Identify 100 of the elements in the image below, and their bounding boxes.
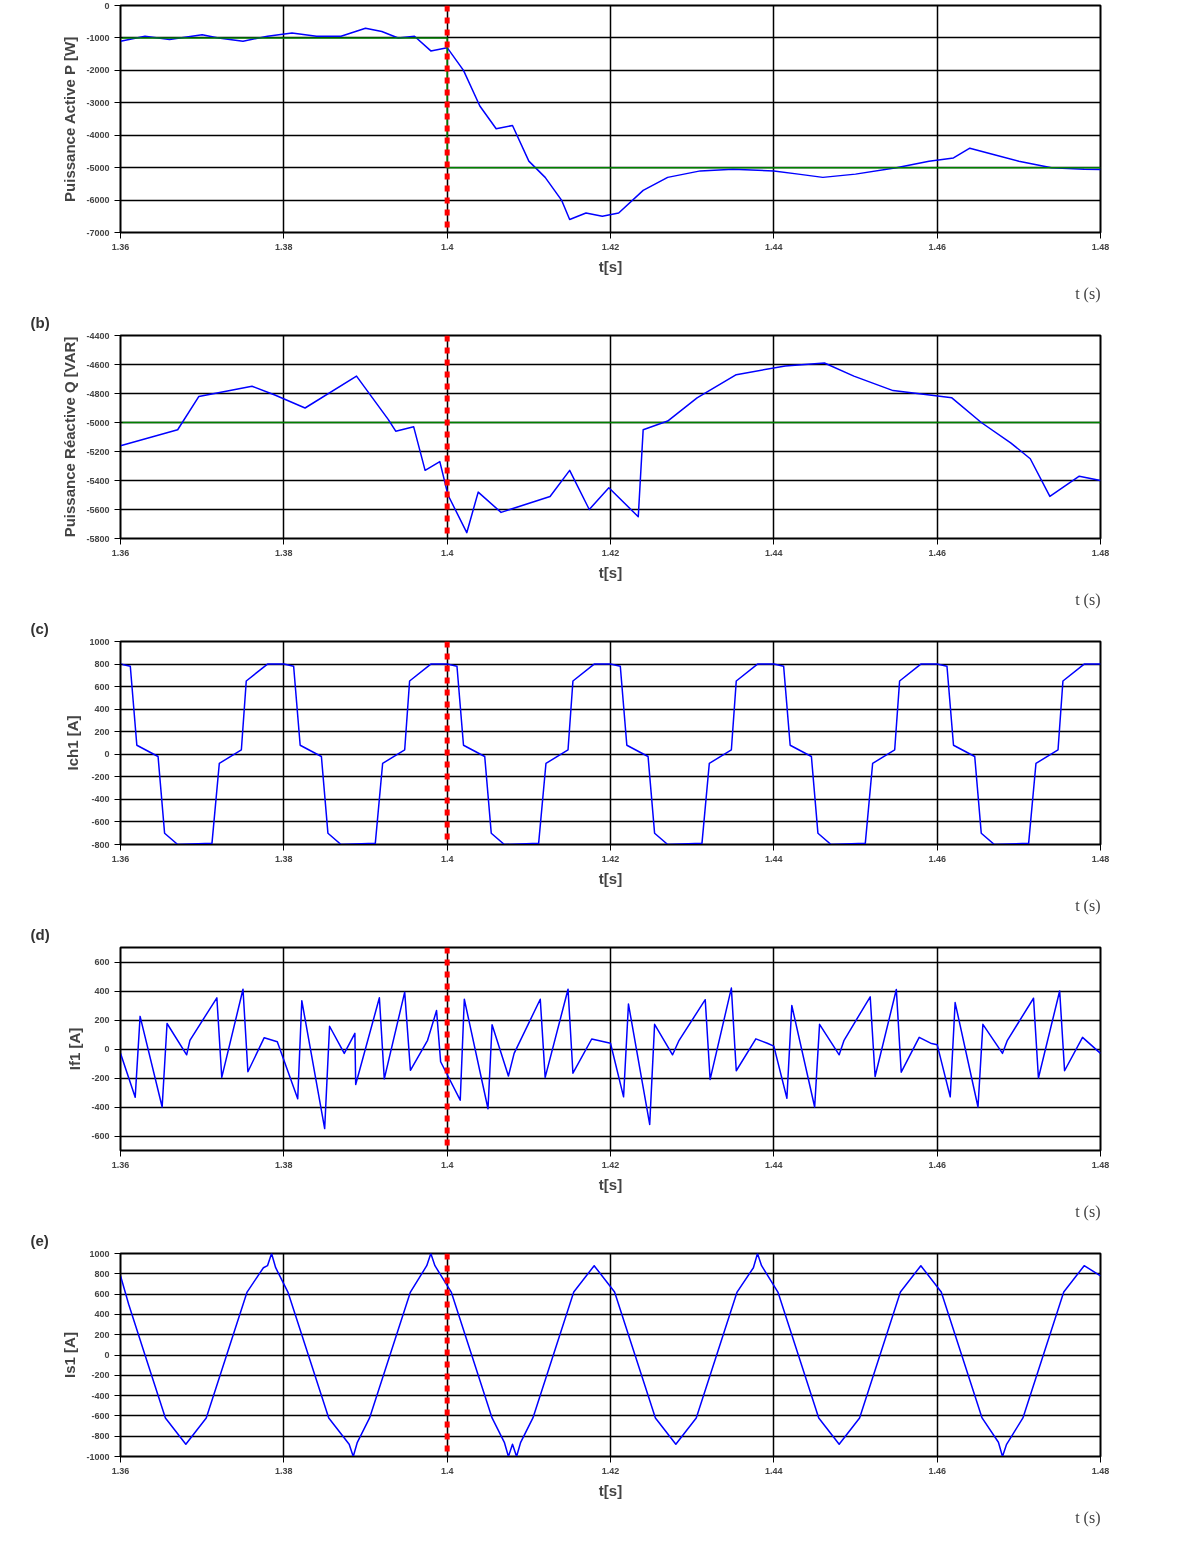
y-tick-label: -4800: [86, 388, 110, 399]
x-tick-label: 1.42: [601, 1465, 620, 1476]
chart-title: (d): [30, 925, 50, 943]
x-tick-label: 1.46: [928, 853, 946, 864]
x-tick-label: 1.44: [765, 853, 783, 864]
y-axis-title: Puissance Réactive Q [VAR]: [61, 336, 79, 538]
x-tick-label: 1.38: [275, 1465, 293, 1476]
y-tick-label: 0: [104, 1044, 110, 1054]
text: t (s): [1075, 590, 1101, 609]
y-tick-label: -600: [91, 816, 110, 827]
y-axis-title: If1 [A]: [66, 1027, 84, 1071]
y-tick-label: 600: [94, 1289, 110, 1300]
x-tick-label: 1.42: [601, 241, 620, 252]
x-tick-label: 1.4: [440, 241, 454, 252]
line-series: [120, 362, 1101, 534]
x-tick-label: 1.46: [928, 1465, 946, 1476]
text: t (s): [1075, 1202, 1101, 1221]
y-tick-label: -400: [91, 1102, 110, 1112]
x-tick-label: 1.38: [275, 241, 293, 252]
y-tick-label: -1000: [86, 1451, 110, 1462]
x-tick-label: 1.38: [275, 1159, 293, 1170]
x-axis-title: t[s]: [598, 563, 623, 581]
y-tick-label: -2000: [86, 65, 110, 76]
y-axis-title: Ich1 [A]: [64, 715, 82, 771]
x-axis-title: t[s]: [598, 1175, 623, 1193]
y-tick-label: 600: [94, 957, 110, 967]
y-tick-label: -200: [91, 1370, 110, 1381]
x-tick-label: 1.42: [601, 1159, 620, 1170]
x-tick-label: 1.44: [765, 1159, 783, 1170]
y-tick-label: 600: [94, 681, 110, 692]
y-axis-title: Puissance Active P [W]: [61, 36, 79, 202]
y-tick-label: -1000: [86, 32, 110, 43]
x-tick-label: 1.42: [601, 853, 620, 864]
line-series: [120, 27, 1101, 221]
y-tick-label: 200: [94, 1015, 110, 1025]
chart-title: (e): [30, 1231, 49, 1249]
y-tick-label: 0: [104, 0, 110, 11]
y-tick-label: -4000: [86, 130, 110, 141]
y-tick-label: 400: [94, 1309, 110, 1320]
x-tick-label: 1.48: [1091, 547, 1110, 558]
y-tick-label: 0: [104, 1350, 110, 1360]
x-tick-label: 1.36: [111, 547, 130, 558]
y-tick-label: -200: [91, 1073, 110, 1083]
x-tick-label: 1.44: [765, 547, 783, 558]
y-tick-label: -5400: [86, 475, 110, 486]
y-tick-label: -5000: [86, 417, 110, 428]
x-tick-label: 1.4: [440, 853, 454, 864]
y-tick-label: 800: [94, 1268, 110, 1279]
x-tick-label: 1.4: [440, 1159, 454, 1170]
x-tick-label: 1.48: [1091, 241, 1110, 252]
chart-title: (c): [30, 619, 49, 637]
y-tick-label: -4400: [86, 330, 110, 341]
y-tick-label: -7000: [86, 227, 110, 238]
x-tick-label: 1.46: [928, 547, 946, 558]
x-axis-title: t[s]: [598, 1481, 623, 1499]
line-series: [120, 987, 1101, 1130]
x-tick-label: 1.36: [111, 853, 130, 864]
x-tick-label: 1.48: [1091, 1159, 1110, 1170]
y-tick-label: -5600: [86, 504, 110, 515]
x-tick-label: 1.46: [928, 1159, 946, 1170]
x-tick-label: 1.38: [275, 547, 293, 558]
text: t (s): [1075, 1508, 1101, 1527]
x-tick-label: 1.36: [111, 1159, 130, 1170]
y-axis-title: Is1 [A]: [61, 1332, 79, 1378]
y-tick-label: -200: [91, 771, 110, 782]
x-tick-label: 1.48: [1091, 1465, 1110, 1476]
y-tick-label: 400: [94, 704, 110, 715]
y-tick-label: -5000: [86, 162, 110, 173]
y-tick-label: -5200: [86, 446, 110, 457]
y-tick-label: -600: [91, 1410, 110, 1421]
y-tick-label: 400: [94, 986, 110, 996]
y-tick-label: -4600: [86, 359, 110, 370]
x-tick-label: 1.38: [275, 853, 293, 864]
x-tick-label: 1.44: [765, 241, 783, 252]
x-tick-label: 1.46: [928, 241, 946, 252]
x-axis-title: t[s]: [598, 869, 623, 887]
x-tick-label: 1.44: [765, 1465, 783, 1476]
x-tick-label: 1.4: [440, 1465, 454, 1476]
x-tick-label: 1.36: [111, 1465, 130, 1476]
y-tick-label: 0: [104, 749, 110, 760]
text: t (s): [1075, 284, 1101, 303]
chart-title: (b): [30, 313, 50, 331]
y-tick-label: 1000: [89, 1248, 110, 1259]
y-tick-label: -600: [91, 1131, 110, 1141]
text: t (s): [1075, 896, 1101, 915]
x-tick-label: 1.48: [1091, 853, 1110, 864]
y-tick-label: -400: [91, 1390, 110, 1401]
y-tick-label: 800: [94, 659, 110, 670]
x-tick-label: 1.4: [440, 547, 454, 558]
y-tick-label: 200: [94, 726, 110, 737]
y-tick-label: -800: [91, 1431, 110, 1442]
y-tick-label: 200: [94, 1329, 110, 1340]
y-tick-label: -5800: [86, 533, 110, 544]
y-tick-label: -3000: [86, 97, 110, 108]
y-tick-label: -400: [91, 794, 110, 805]
y-tick-label: 1000: [89, 636, 110, 647]
x-tick-label: 1.42: [601, 547, 620, 558]
x-axis-title: t[s]: [598, 257, 623, 275]
y-tick-label: -800: [91, 839, 110, 850]
x-tick-label: 1.36: [111, 241, 130, 252]
